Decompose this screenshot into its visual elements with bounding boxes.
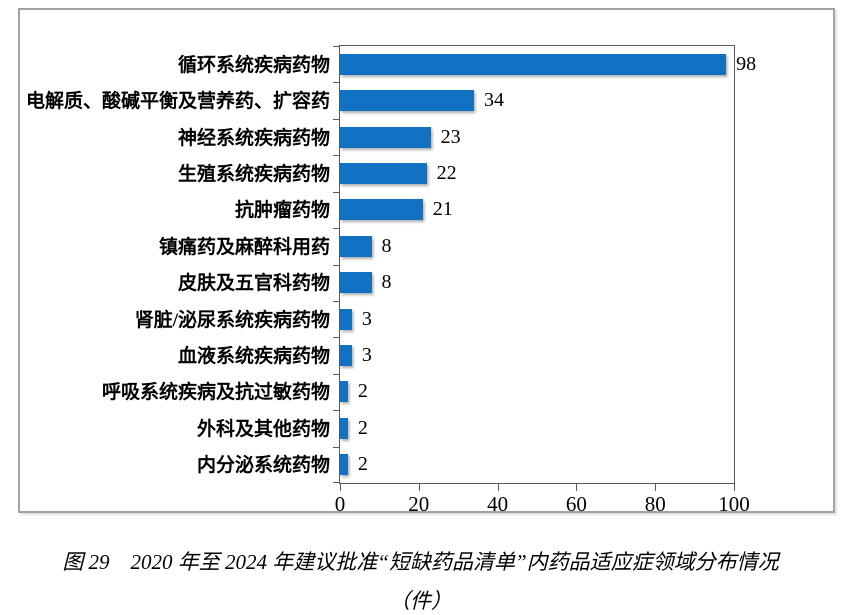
y-axis-tick [333,337,340,339]
y-axis-tick [333,482,340,483]
bar [340,162,427,184]
category-label: 电解质、酸碱平衡及营养药、扩容药 [25,91,330,113]
y-axis-tick [333,264,340,266]
caption-unit: （件） [389,589,452,613]
bar-chart-frame: 循环系统疾病药物电解质、酸碱平衡及营养药、扩容药神经系统疾病药物 生殖系统疾病药物… [18,8,835,516]
bar-value-label: 21 [432,198,453,221]
bar [340,345,352,367]
bar [340,199,423,221]
y-axis-tick [333,228,340,230]
bar-value-label: 2 [357,453,368,476]
bar [340,381,348,403]
category-label: 肾脏/泌尿系统疾病药物 [134,309,330,331]
category-label: 生殖系统疾病药物 [177,163,330,185]
bar-value-label: 2 [357,416,368,439]
bar-value-label: 8 [381,234,392,257]
y-axis-tick [333,300,340,302]
bar [340,235,372,257]
x-axis-tick [497,484,499,491]
bar-value-label: 3 [361,344,372,367]
y-axis-tick [333,373,340,375]
category-label: 抗肿瘤药物 [234,200,330,222]
x-axis-tick [734,484,735,491]
bar [340,53,727,75]
x-axis-tick [655,484,657,491]
category-label: 循环系统疾病药物 [177,54,330,76]
bar [340,308,352,330]
category-labels: 循环系统疾病药物电解质、酸碱平衡及营养药、扩容药神经系统疾病药物 生殖系统疾病药物… [20,45,330,482]
bar-value-label: 2 [357,380,368,403]
x-axis-tick-label: 100 [718,492,750,516]
bar-value-label: 3 [361,307,372,330]
y-axis-tick [333,446,340,448]
figure-caption: 图 29 2020 年至 2024 年建议批准“短缺药品清单”内药品适应症领域分… [0,548,841,615]
bar [340,417,348,439]
bar [340,90,474,112]
bar-value-label: 34 [483,89,504,112]
x-axis-tick-label: 0 [334,492,346,516]
bar-value-label: 98 [736,52,757,75]
bar-value-label: 23 [440,125,461,148]
y-axis-tick [333,410,340,412]
plot-area: 98 34 23 22 21 8 8 3 3 2 2 2 [333,45,756,484]
category-label: 呼吸系统疾病及抗过敏药物 [101,382,330,404]
bar-value-label: 8 [381,271,392,294]
category-label: 皮肤及五官科药物 [177,273,330,295]
category-label: 镇痛药及麻醉科用药 [158,236,330,258]
bar-value-label: 22 [436,161,457,184]
y-axis-tick [333,82,340,84]
y-axis-tick [333,46,340,47]
x-axis-tick [576,484,578,491]
y-axis-tick [333,155,340,157]
x-axis: 0 20 40 60 80 100 [335,483,750,525]
x-axis-tick-label: 60 [565,492,587,516]
caption-title: 图 29 2020 年至 2024 年建议批准“短缺药品清单”内药品适应症领域分… [62,550,779,574]
x-axis-tick [340,484,341,491]
x-axis-tick-label: 40 [487,492,509,516]
x-axis-tick-label: 80 [644,492,666,516]
x-axis-tick-label: 20 [408,492,430,516]
bar [340,126,431,148]
category-label: 神经系统疾病药物 [177,127,330,149]
bar [340,454,348,476]
category-label: 外科及其他药物 [196,418,330,440]
y-axis-tick [333,191,340,193]
category-label: 血液系统疾病药物 [177,346,330,368]
x-axis-tick [418,484,420,491]
y-axis-tick [333,118,340,120]
category-label: 内分泌系统药物 [196,455,330,477]
bar [340,272,372,294]
